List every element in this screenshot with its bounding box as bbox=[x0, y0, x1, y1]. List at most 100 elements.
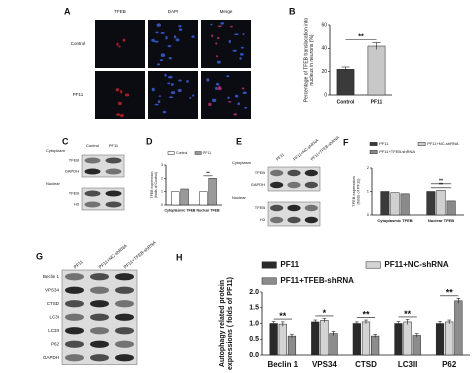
blot-band bbox=[84, 190, 101, 197]
blot-band bbox=[115, 273, 134, 281]
significance-label: ** bbox=[446, 288, 454, 298]
blot-band bbox=[115, 354, 134, 362]
y-axis-title: (folds of PF11) bbox=[356, 178, 361, 205]
blot-band bbox=[304, 169, 318, 177]
legend-label: PF11 bbox=[203, 151, 211, 155]
y-axis-title: nucleus in neurons (%) bbox=[309, 34, 315, 85]
x-tick-label: CTSD bbox=[355, 360, 377, 369]
bar bbox=[445, 321, 454, 356]
blot-band bbox=[304, 216, 318, 224]
bar bbox=[208, 178, 217, 206]
row-label: P62 bbox=[51, 341, 60, 346]
bar bbox=[171, 191, 180, 206]
blot-band bbox=[270, 204, 284, 212]
x-tick-label: P62 bbox=[442, 360, 457, 369]
bar bbox=[278, 323, 287, 356]
section-label: Nuclear bbox=[232, 195, 246, 200]
bar bbox=[380, 191, 390, 216]
blot-band bbox=[84, 157, 101, 164]
blot-band bbox=[90, 300, 109, 308]
blot-band bbox=[84, 168, 101, 175]
cell-nucleus bbox=[156, 23, 161, 27]
blot-band bbox=[287, 181, 301, 189]
cell-nucleus bbox=[160, 32, 165, 34]
blot-band bbox=[90, 340, 109, 348]
cell-nucleus bbox=[229, 25, 233, 28]
x-tick-label: PF11 bbox=[371, 99, 383, 105]
bar bbox=[180, 188, 189, 206]
cell-nucleus bbox=[167, 82, 171, 85]
cell-nucleus bbox=[227, 96, 230, 100]
x-tick-label: LC3II bbox=[398, 360, 418, 369]
blot-band bbox=[270, 169, 284, 177]
y-axis-title: Percentage of TFEB translocation into bbox=[303, 18, 309, 103]
blot-band bbox=[105, 201, 122, 208]
cell-nucleus bbox=[178, 79, 182, 82]
legend-label: PF11+NC-shRNA bbox=[384, 260, 448, 269]
cell-nucleus bbox=[170, 91, 176, 95]
cell-nucleus bbox=[122, 38, 126, 42]
blot-band bbox=[304, 181, 318, 189]
panel-label: E bbox=[236, 136, 242, 146]
panel-label: A bbox=[64, 6, 71, 16]
y-axis-title: Autophagy related protein bbox=[219, 280, 226, 367]
cell-nucleus bbox=[115, 88, 120, 92]
row-label: Beclin 1 bbox=[43, 274, 60, 279]
row-label: PF11 bbox=[73, 92, 84, 97]
blot-band bbox=[105, 157, 122, 164]
legend-swatch bbox=[261, 261, 277, 269]
panel-label: G bbox=[36, 251, 43, 261]
cell-nucleus bbox=[189, 96, 192, 99]
legend-label: PF11 bbox=[280, 260, 299, 269]
column-header: PF11 bbox=[275, 151, 286, 161]
blot-band bbox=[115, 286, 134, 294]
x-tick-label: Control bbox=[337, 99, 355, 105]
bar bbox=[390, 192, 400, 216]
bar bbox=[287, 335, 297, 356]
legend-label: PF11+TFEB-shRNA bbox=[280, 276, 354, 285]
blot-band bbox=[287, 216, 301, 224]
cell-nucleus bbox=[162, 110, 167, 114]
section-label: Cytoplasm bbox=[46, 148, 66, 153]
cell-nucleus bbox=[228, 39, 231, 44]
row-label: GAPDH bbox=[251, 182, 265, 187]
significance-label: ** bbox=[206, 171, 210, 176]
section-label: Cytoplasm bbox=[232, 160, 252, 165]
y-tick-label: 1.0 bbox=[249, 320, 259, 327]
legend-swatch bbox=[369, 150, 378, 154]
cell-nucleus bbox=[214, 86, 218, 91]
x-tick-label: Cytoplasmic TFEB bbox=[377, 218, 412, 223]
bar bbox=[446, 200, 456, 216]
cell-nucleus bbox=[239, 57, 242, 60]
bar bbox=[412, 335, 421, 356]
x-tick-label: VPS34 bbox=[312, 360, 337, 369]
significance-label: * bbox=[323, 308, 327, 318]
cell-nucleus bbox=[244, 106, 248, 109]
cell-nucleus bbox=[192, 94, 195, 97]
y-tick-label: 2.0 bbox=[249, 289, 259, 296]
micrograph bbox=[148, 71, 198, 119]
blot-band bbox=[287, 169, 301, 177]
cell-nucleus bbox=[159, 59, 164, 62]
row-label: TFEB bbox=[255, 170, 266, 175]
cell-nucleus bbox=[191, 35, 195, 38]
cell-nucleus bbox=[118, 45, 121, 48]
cell-nucleus bbox=[151, 38, 155, 42]
cell-nucleus bbox=[177, 88, 182, 93]
row-label: TFEB bbox=[69, 158, 80, 163]
y-tick-label: 60 bbox=[321, 22, 327, 28]
blot-band bbox=[105, 190, 122, 197]
cell-nucleus bbox=[215, 42, 218, 45]
bar bbox=[435, 323, 445, 356]
blot-band bbox=[65, 273, 84, 281]
panel-label: F bbox=[343, 137, 349, 147]
significance-label: ** bbox=[362, 309, 370, 319]
cell-nucleus bbox=[157, 100, 161, 104]
cell-nucleus bbox=[165, 35, 168, 40]
cell-nucleus bbox=[211, 98, 217, 103]
cell-nucleus bbox=[215, 55, 219, 58]
blot-band bbox=[65, 300, 84, 308]
blot-band bbox=[65, 340, 84, 348]
cell-nucleus bbox=[241, 87, 245, 90]
cell-nucleus bbox=[160, 53, 166, 57]
